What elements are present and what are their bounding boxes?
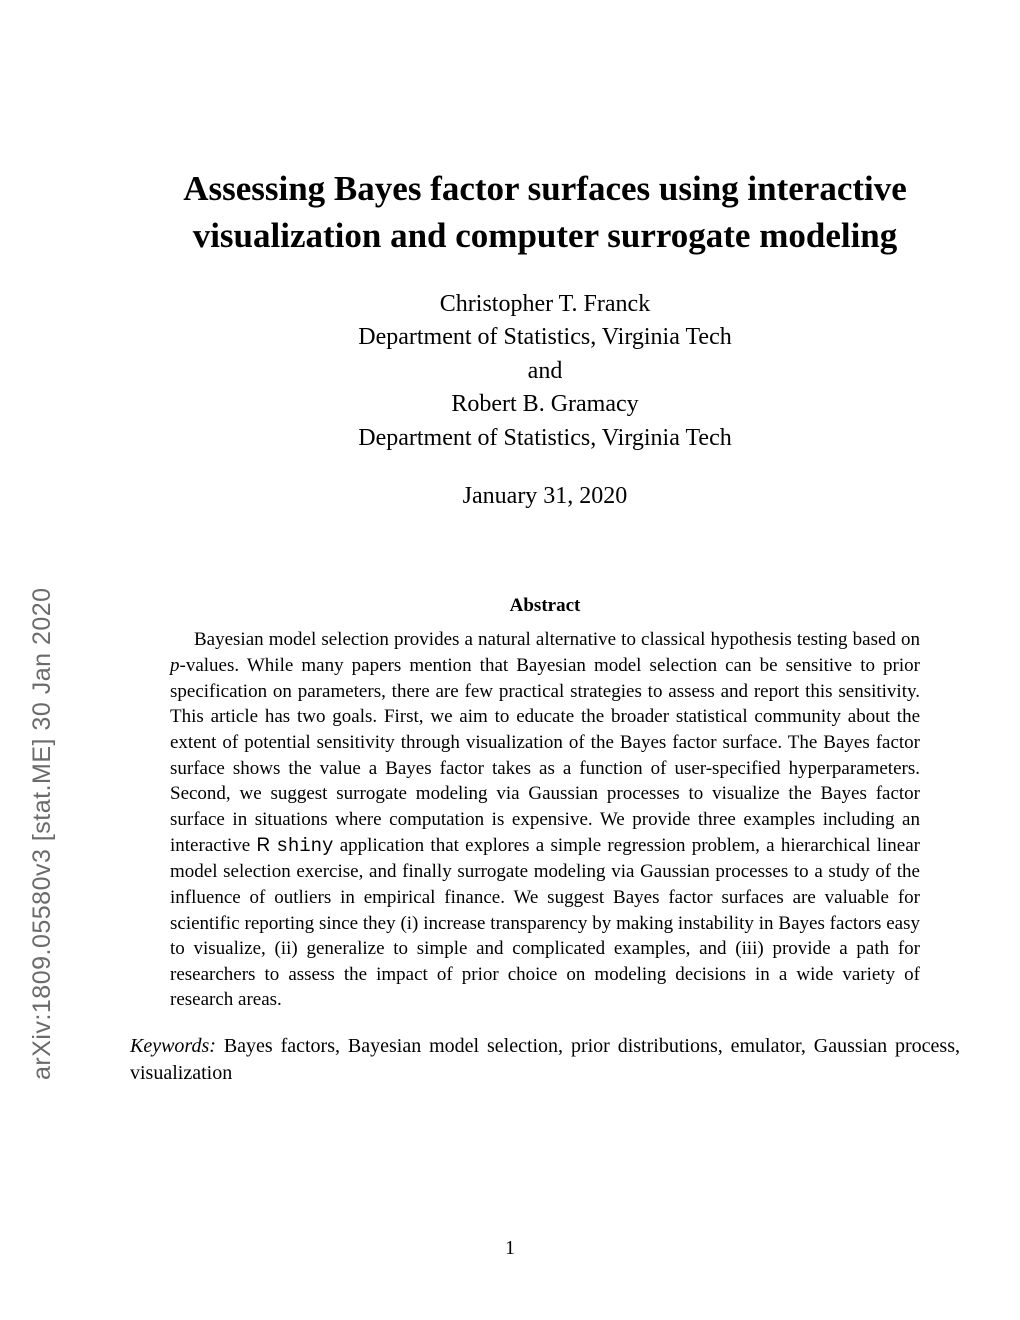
- abstract-body: Bayesian model selection provides a natu…: [170, 627, 920, 1013]
- paper-content: Assessing Bayes factor surfaces using in…: [130, 165, 960, 1087]
- abstract-text-2: -values. While many papers mention that …: [170, 655, 920, 855]
- arxiv-id: arXiv:1809.05580v3: [28, 849, 56, 1080]
- abstract-r-letter: R: [256, 835, 270, 856]
- arxiv-category: [stat.ME]: [28, 738, 56, 841]
- paper-date: January 31, 2020: [130, 483, 960, 510]
- abstract-p-italic: p: [170, 655, 180, 676]
- abstract-shiny: shiny: [276, 835, 333, 857]
- author-separator: and: [130, 355, 960, 389]
- author-name-1: Christopher T. Franck: [130, 288, 960, 322]
- keywords-label: Keywords:: [130, 1035, 216, 1057]
- author-affiliation-2: Department of Statistics, Virginia Tech: [130, 422, 960, 456]
- abstract-text-1: Bayesian model selection provides a natu…: [194, 629, 920, 650]
- page-number: 1: [0, 1237, 1020, 1260]
- keywords-block: Keywords: Bayes factors, Bayesian model …: [130, 1033, 960, 1087]
- authors-block: Christopher T. Franck Department of Stat…: [130, 288, 960, 456]
- author-affiliation-1: Department of Statistics, Virginia Tech: [130, 321, 960, 355]
- author-name-2: Robert B. Gramacy: [130, 388, 960, 422]
- abstract-heading: Abstract: [130, 595, 960, 617]
- arxiv-identifier: arXiv:1809.05580v3 [stat.ME] 30 Jan 2020: [28, 587, 57, 1080]
- keywords-text: Bayes factors, Bayesian model selection,…: [130, 1035, 960, 1084]
- paper-title: Assessing Bayes factor surfaces using in…: [130, 165, 960, 260]
- abstract-text-3: application that explores a simple regre…: [170, 835, 920, 1011]
- arxiv-date: 30 Jan 2020: [28, 587, 56, 730]
